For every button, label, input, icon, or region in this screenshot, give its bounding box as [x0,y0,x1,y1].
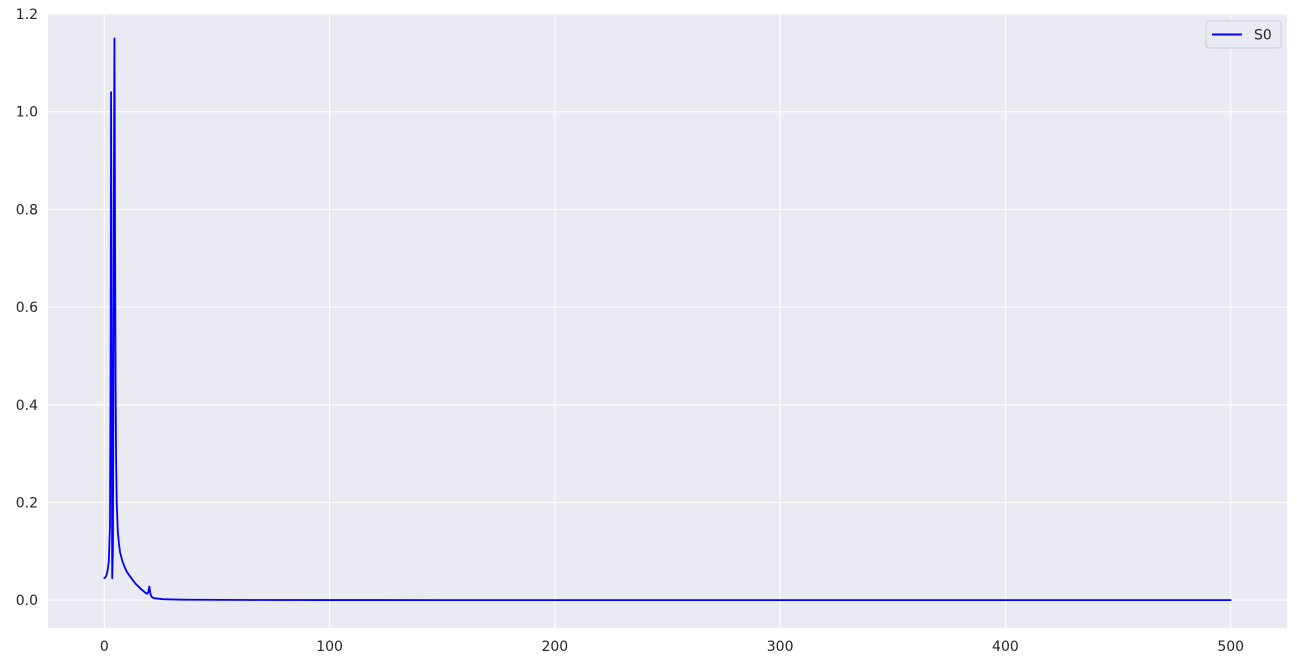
x-tick-label: 300 [767,639,794,655]
x-tick-label: 200 [541,639,568,655]
x-tick-label: 0 [100,639,109,655]
x-axis: 0 100 200 300 400 500 [100,639,1244,655]
y-axis: 0.0 0.2 0.4 0.6 0.8 1.0 1.2 [16,7,38,609]
x-tick-label: 400 [992,639,1019,655]
y-tick-label: 0.4 [16,398,38,414]
y-tick-label: 1.2 [16,7,38,23]
y-tick-label: 0.8 [16,202,38,218]
y-tick-label: 0.0 [16,593,38,609]
x-tick-label: 100 [316,639,343,655]
series-layer [103,37,1232,602]
plot-background [48,14,1287,628]
legend: S0 [1205,20,1282,49]
legend-box [1205,20,1282,49]
series-line-s0 [103,37,1232,602]
x-tick-label: 500 [1217,639,1244,655]
y-tick-label: 0.6 [16,300,38,316]
y-tick-label: 0.2 [16,495,38,511]
y-tick-label: 1.0 [16,105,38,121]
legend-label-s0: S0 [1254,28,1272,44]
grid-lines [48,13,1287,628]
